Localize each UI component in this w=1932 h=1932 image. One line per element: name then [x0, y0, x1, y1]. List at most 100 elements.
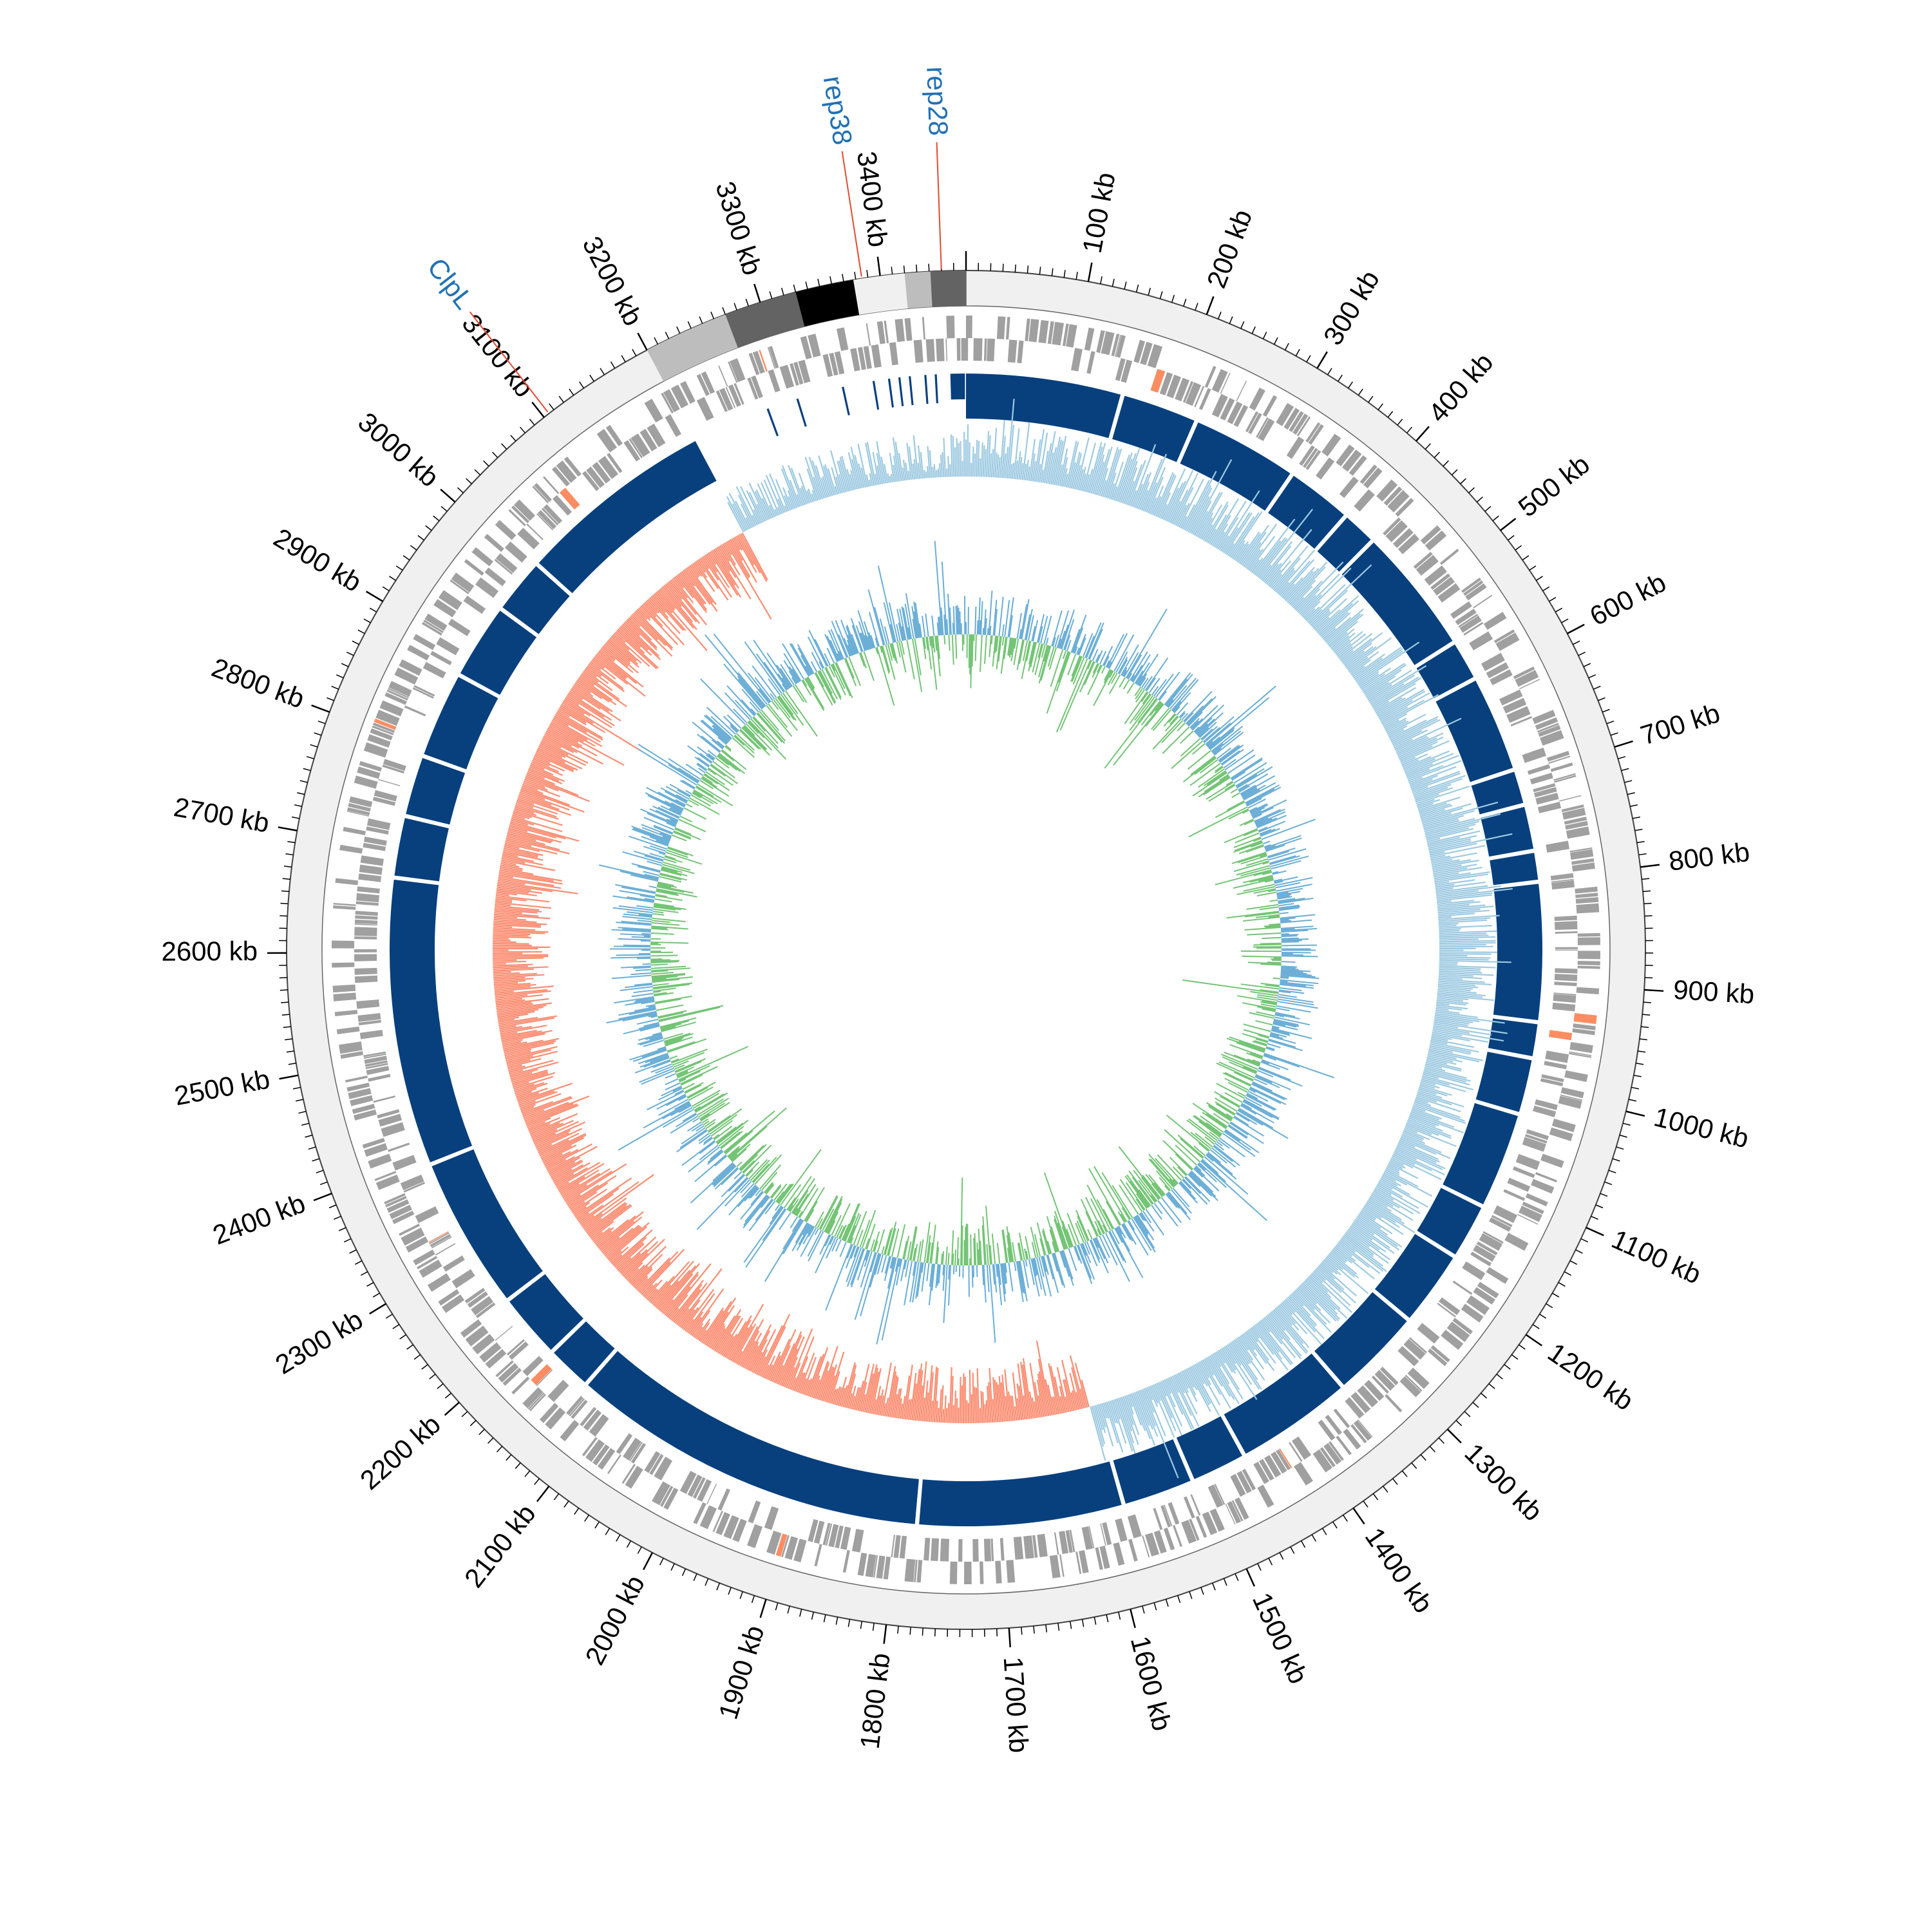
scale-label: 1700 kb: [998, 1656, 1034, 1754]
gc-bar: [974, 1233, 977, 1265]
skew-bar: [654, 1260, 694, 1307]
gc-bar: [682, 1112, 697, 1122]
skew-bar: [1119, 1397, 1133, 1432]
skew-bar: [1421, 1079, 1436, 1086]
skew-bar: [1302, 1282, 1341, 1320]
skew-bar: [1439, 936, 1496, 940]
skew-bar: [507, 1057, 542, 1068]
gc-bar: [1160, 1197, 1182, 1224]
gc-bar: [703, 1136, 713, 1144]
gc-bar: [655, 895, 683, 902]
gc-bar: [951, 634, 954, 665]
gene-feature: [1374, 1370, 1396, 1391]
gc-bar: [760, 1196, 770, 1208]
gc-bar: [806, 677, 815, 690]
gc-bar: [1102, 645, 1113, 667]
skew-bar: [1153, 471, 1174, 516]
gene-feature: [649, 1454, 664, 1475]
skew-bar: [855, 1380, 864, 1411]
gc-bar: [1056, 658, 1088, 733]
gc-bar: [1183, 691, 1213, 722]
gc-bar: [1264, 924, 1281, 927]
scale-tick: [553, 1493, 560, 1501]
gc-bar: [723, 663, 763, 710]
skew-bar: [688, 565, 717, 605]
skew-bar: [1356, 650, 1403, 683]
gc-bar: [649, 853, 665, 859]
gc-bar: [1279, 987, 1302, 992]
skew-bar: [715, 1315, 740, 1352]
gc-bar: [1281, 940, 1302, 942]
gc-bar: [943, 635, 946, 645]
skew-bar: [557, 1182, 569, 1190]
gene-feature: [768, 346, 779, 369]
gc-bar: [780, 663, 795, 686]
gc-bar: [912, 618, 917, 639]
skew-bar: [761, 482, 777, 517]
gc-bar: [1213, 1145, 1233, 1162]
scale-tick: [286, 1050, 294, 1053]
skew-bar: [717, 545, 752, 600]
skew-bar: [1332, 632, 1356, 652]
gc-bar: [1205, 1154, 1214, 1162]
skew-bar: [1417, 1090, 1443, 1099]
gene-feature: [871, 344, 882, 368]
skew-bar: [518, 793, 552, 806]
gene-feature: [1473, 1244, 1496, 1262]
skew-bar: [1438, 980, 1492, 986]
gc-bar: [713, 1165, 737, 1188]
gc-bar: [1046, 1216, 1059, 1253]
scale-tick: [297, 792, 305, 795]
gc-bar: [755, 1198, 773, 1221]
gc-bar: [732, 1148, 747, 1162]
gc-bar: [947, 1265, 952, 1306]
scale-tick: [681, 1568, 687, 1577]
gene-feature: [835, 1525, 844, 1549]
gc-bar: [660, 1023, 682, 1030]
gene-feature: [354, 923, 377, 926]
gc-bar: [851, 634, 859, 654]
gene-feature: [1577, 961, 1600, 965]
skew-bar: [1011, 1396, 1016, 1421]
gc-bar: [611, 974, 652, 980]
gene-feature: [946, 316, 955, 339]
gc-bar: [1256, 1011, 1275, 1017]
scale-tick: [1223, 1578, 1227, 1586]
skew-bar: [1006, 399, 1015, 478]
gc-bar: [1096, 650, 1103, 663]
gc-bar: [735, 733, 755, 751]
blast-segment: [1488, 1018, 1538, 1057]
skew-bar: [1176, 1373, 1198, 1415]
skew-bar: [1397, 1142, 1440, 1163]
gc-bar: [998, 636, 1002, 662]
gc-bar: [773, 699, 798, 731]
gc-bar: [806, 1209, 815, 1223]
skew-bar: [1422, 1075, 1473, 1091]
skew-bar: [1363, 1206, 1382, 1219]
blast-segment: [424, 677, 498, 770]
gc-bar: [1265, 845, 1276, 850]
skew-bar: [550, 723, 584, 743]
skew-bar: [949, 1367, 952, 1423]
gc-bar: [1260, 828, 1276, 836]
gc-bar: [636, 957, 651, 960]
skew-bar: [1277, 1305, 1300, 1331]
gene-feature: [629, 438, 643, 459]
gc-bar: [844, 658, 857, 687]
skew-bar: [696, 560, 706, 573]
gc-bar: [1171, 740, 1203, 770]
skew-bar: [1417, 796, 1461, 811]
gc-bar: [1144, 658, 1169, 691]
gc-bar: [1025, 1251, 1029, 1260]
gc-bar: [1157, 1154, 1182, 1181]
gc-bar: [752, 717, 766, 732]
gc-bar: [730, 1153, 738, 1161]
skew-bar: [549, 1157, 581, 1175]
skew-bar: [1133, 1392, 1156, 1446]
gene-feature: [372, 722, 395, 734]
skew-bar: [1381, 699, 1425, 724]
gc-bar: [1240, 855, 1267, 865]
gene-feature: [748, 1500, 761, 1524]
gc-bar: [843, 1203, 860, 1242]
gc-bar: [796, 1209, 801, 1217]
